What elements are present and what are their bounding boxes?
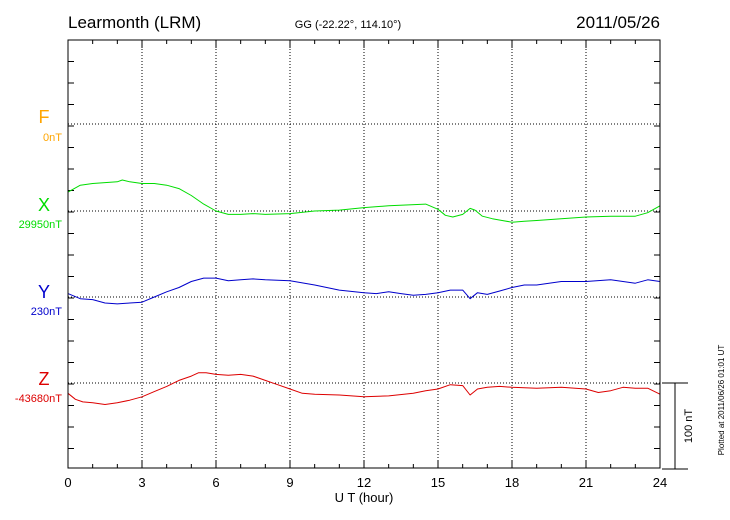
series-label-y: Y bbox=[38, 282, 50, 302]
scale-bar-label: 100 nT bbox=[683, 409, 695, 444]
x-tick-label: 12 bbox=[357, 475, 371, 490]
series-label-f: F bbox=[39, 107, 50, 127]
x-axis-title: U T (hour) bbox=[335, 490, 394, 505]
baseline-label-f: 0nT bbox=[43, 132, 62, 144]
station-title: Learmonth (LRM) bbox=[68, 13, 201, 32]
x-tick-label: 24 bbox=[653, 475, 667, 490]
x-tick-label: 15 bbox=[431, 475, 445, 490]
baseline-label-z: -43680nT bbox=[15, 393, 62, 405]
series-label-z: Z bbox=[39, 369, 50, 389]
date-label: 2011/05/26 bbox=[576, 13, 660, 32]
series-line-z bbox=[67, 372, 661, 405]
baseline-label-y: 230nT bbox=[31, 306, 62, 318]
baseline-label-x: 29950nT bbox=[19, 219, 63, 231]
x-tick-label: 0 bbox=[64, 475, 71, 490]
scale-bar bbox=[662, 382, 688, 470]
x-tick-label: 21 bbox=[579, 475, 593, 490]
x-tick-labels: 0 3 6 9 12 15 18 21 24 bbox=[64, 475, 667, 490]
series-line-y bbox=[67, 277, 661, 305]
x-tick-label: 3 bbox=[138, 475, 145, 490]
plot-frame bbox=[67, 39, 661, 469]
series-line-x bbox=[67, 179, 661, 223]
x-tick-label: 9 bbox=[286, 475, 293, 490]
series-label-x: X bbox=[38, 195, 50, 215]
axis-ticks bbox=[67, 39, 661, 468]
coordinates-label: GG (-22.22°, 114.10°) bbox=[295, 19, 401, 31]
x-tick-label: 6 bbox=[212, 475, 219, 490]
plotted-timestamp: Plotted at 2011/06/26 01:01 UT bbox=[717, 345, 726, 456]
x-tick-label: 18 bbox=[505, 475, 519, 490]
series-lines bbox=[67, 179, 661, 405]
grid-lines bbox=[68, 40, 660, 468]
